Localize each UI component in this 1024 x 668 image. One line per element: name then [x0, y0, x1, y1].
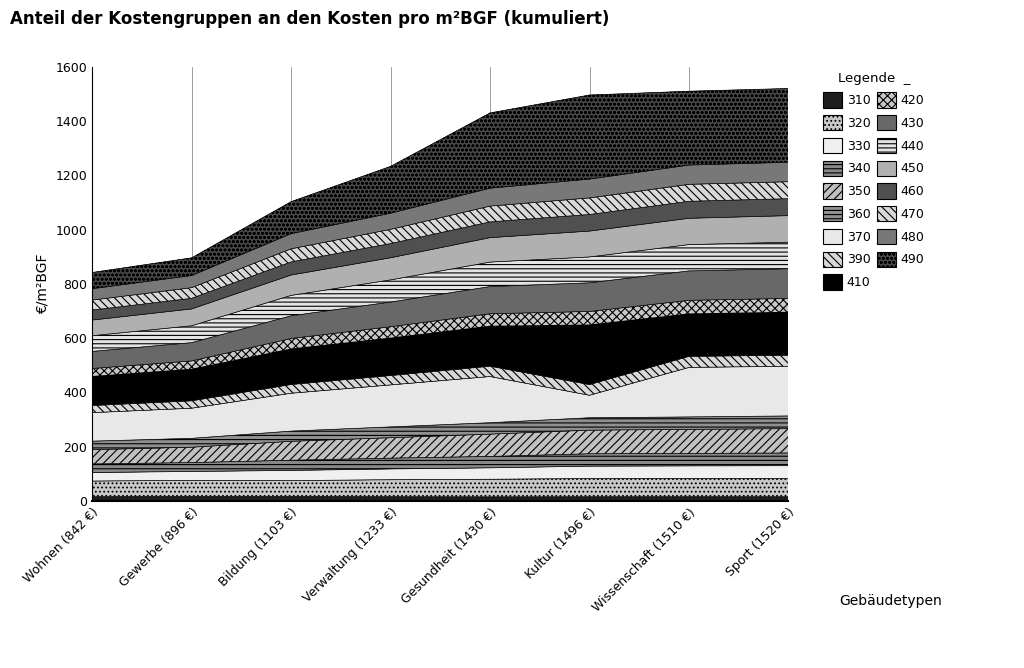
Text: Anteil der Kostengruppen an den Kosten pro m²BGF (kumuliert): Anteil der Kostengruppen an den Kosten p… [10, 10, 609, 28]
Legend: 310, 320, 330, 340, 350, 360, 370, 390, 410, 420, 430, 440, 450, 460, 470, 480, : 310, 320, 330, 340, 350, 360, 370, 390, … [816, 64, 932, 297]
Y-axis label: €/m²BGF: €/m²BGF [36, 254, 50, 314]
Text: Gebäudetypen: Gebäudetypen [840, 595, 942, 608]
